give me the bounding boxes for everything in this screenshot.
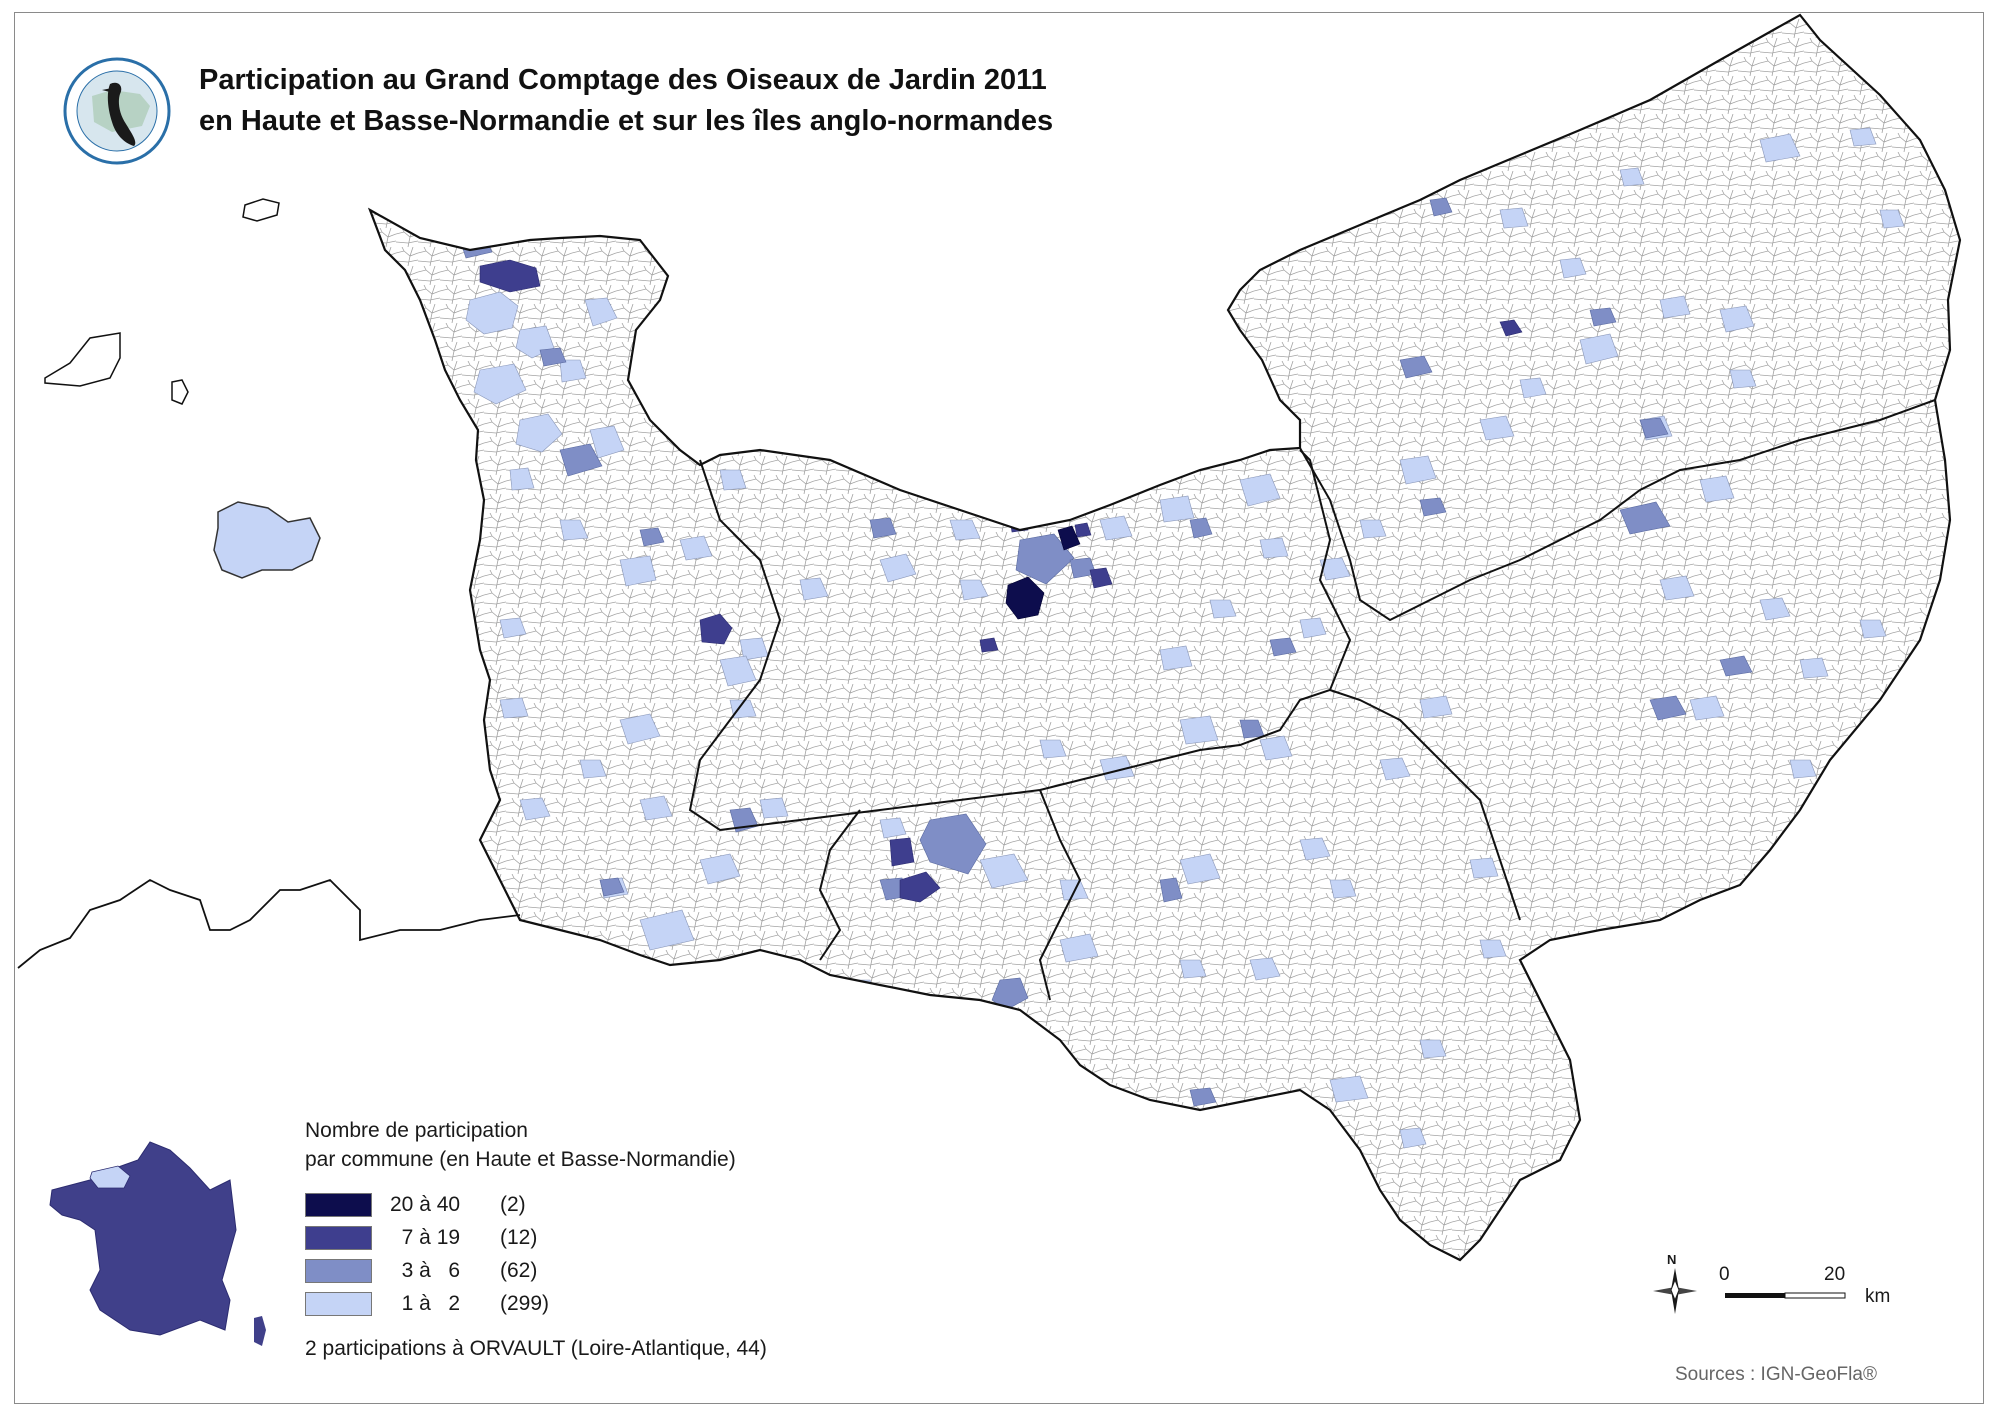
legend-range: 7 à 19 xyxy=(390,1226,461,1249)
title-line-1: Participation au Grand Comptage des Oise… xyxy=(199,64,1047,96)
corsica-inset xyxy=(254,1316,266,1346)
legend-range: 3 à 6 xyxy=(390,1259,461,1282)
participation-communes xyxy=(439,127,1905,1149)
island-sark xyxy=(171,379,189,405)
legend-title-line-1: Nombre de participation xyxy=(305,1119,528,1142)
legend: Nombre de participation par commune (en … xyxy=(305,1116,736,1320)
scale-bar: N 0 20 km xyxy=(1647,1252,1907,1336)
scale-end: 20 xyxy=(1824,1264,1846,1285)
coastline xyxy=(17,878,521,969)
legend-range: 20 à 40 xyxy=(390,1193,461,1216)
title-line-2: en Haute et Basse-Normandie et sur les î… xyxy=(199,105,1054,137)
department-border xyxy=(688,449,1352,832)
source-credit: Sources : IGN-GeoFla® xyxy=(1675,1364,1877,1385)
legend-rows: 20 à 40 (2) 7 à 19 (12) 3 à 6 (62) 1 à 2… xyxy=(305,1188,736,1320)
scale-graphic xyxy=(1653,1268,1846,1314)
scale-unit: km xyxy=(1865,1286,1891,1307)
legend-title: Nombre de participation par commune (en … xyxy=(305,1116,736,1174)
map-title: Participation au Grand Comptage des Oise… xyxy=(199,60,1053,142)
legend-row: 1 à 2 (299) xyxy=(305,1287,736,1320)
gonm-logo xyxy=(63,57,171,165)
legend-count: (12) xyxy=(500,1226,538,1249)
legend-count: (2) xyxy=(500,1193,526,1216)
legend-swatch xyxy=(305,1291,372,1316)
island-guernsey xyxy=(44,332,121,387)
north-label: N xyxy=(1667,1252,1677,1267)
legend-swatch xyxy=(305,1225,372,1250)
legend-swatch xyxy=(305,1258,372,1283)
france-inset xyxy=(49,1141,237,1336)
legend-row: 20 à 40 (2) xyxy=(305,1188,736,1221)
legend-row: 7 à 19 (12) xyxy=(305,1221,736,1254)
normandy-inset xyxy=(89,1165,131,1189)
legend-swatch xyxy=(305,1192,372,1217)
island-alderney xyxy=(242,198,280,222)
legend-row: 3 à 6 (62) xyxy=(305,1254,736,1287)
orvault-note: 2 participations à ORVAULT (Loire-Atlant… xyxy=(305,1337,767,1360)
legend-count: (62) xyxy=(500,1259,538,1282)
legend-count: (299) xyxy=(500,1292,550,1315)
commune-borders xyxy=(370,15,1960,1260)
department-border-2 xyxy=(818,399,1936,1001)
legend-title-line-2: par commune (en Haute et Basse-Normandie… xyxy=(305,1148,736,1171)
legend-range: 1 à 2 xyxy=(390,1292,461,1315)
map-frame xyxy=(14,12,1984,1404)
scale-start: 0 xyxy=(1719,1264,1730,1285)
island-jersey xyxy=(213,501,321,579)
